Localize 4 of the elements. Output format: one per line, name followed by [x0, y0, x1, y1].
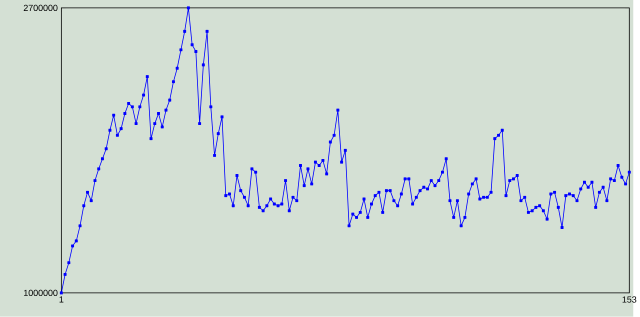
x-tick-label: 153: [622, 296, 636, 303]
y-tick-label: 1000000: [24, 290, 58, 296]
x-tick-label: 1: [60, 296, 64, 303]
y-tick-label: 2700000: [24, 4, 58, 12]
